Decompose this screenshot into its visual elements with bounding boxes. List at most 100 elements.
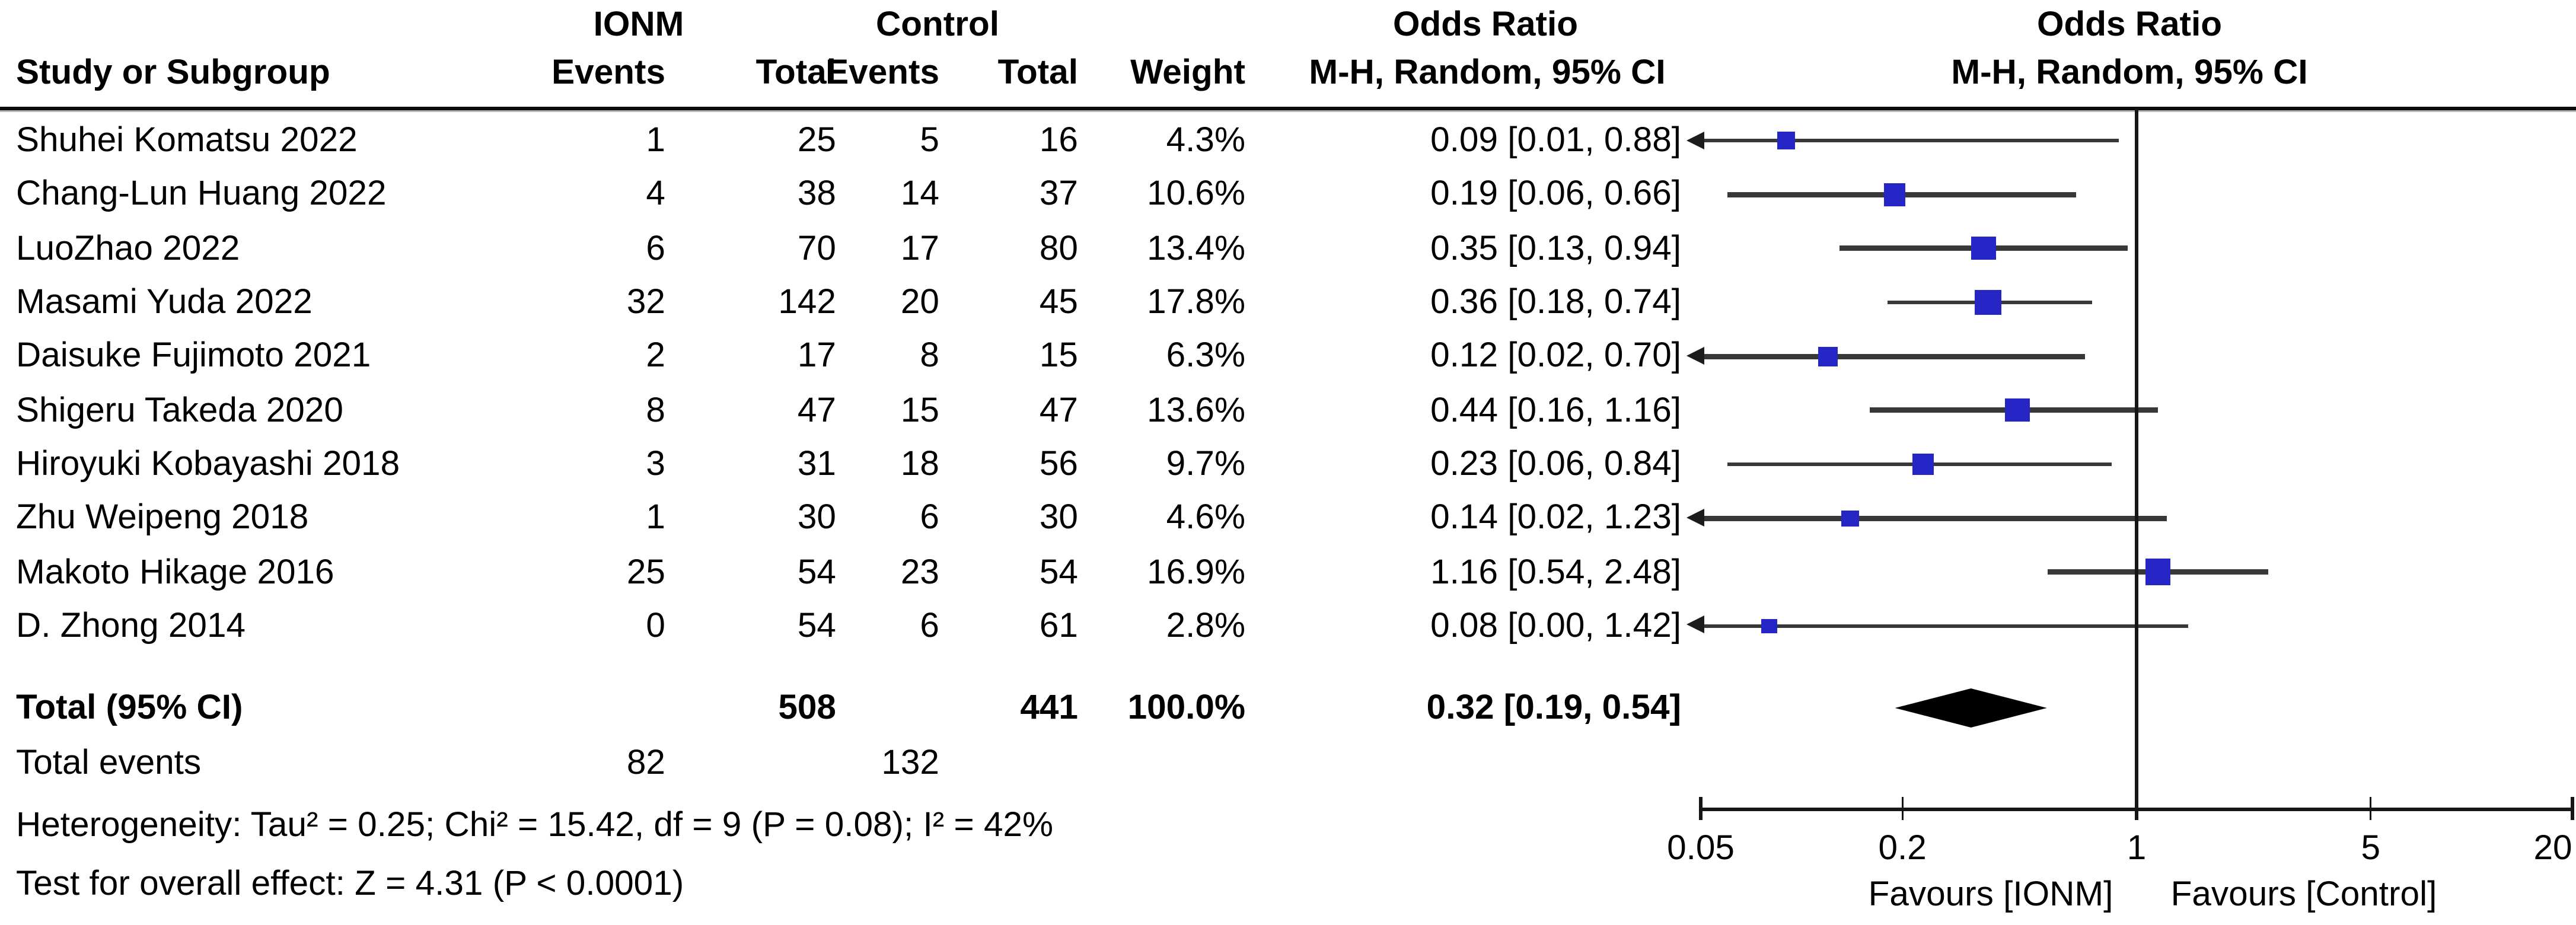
- ci-line: [1703, 624, 2188, 629]
- group-header-control: Control: [876, 5, 999, 44]
- or-square-marker: [2005, 398, 2029, 423]
- ionm-events-cell: 4: [646, 174, 665, 214]
- weight-cell: 9.7%: [1166, 444, 1245, 484]
- study-name: Makoto Hikage 2016: [16, 552, 334, 592]
- control-events-cell: 20: [900, 282, 939, 322]
- ionm-total-header: Total: [755, 53, 836, 92]
- control-events-cell: 15: [900, 390, 939, 430]
- ionm-total-cell: 142: [778, 282, 836, 322]
- axis-tick: [2571, 797, 2574, 820]
- axis-tick: [2369, 797, 2372, 820]
- or-square-marker: [1842, 509, 1859, 527]
- study-name: LuoZhao 2022: [16, 228, 240, 268]
- control-total-cell: 47: [1039, 390, 1078, 430]
- axis-tick: [2135, 797, 2138, 820]
- ci-left-arrow: [1686, 616, 1704, 634]
- ionm-events-cell: 1: [646, 498, 665, 538]
- study-name: Zhu Weipeng 2018: [16, 498, 309, 538]
- or-square-marker: [1912, 453, 1934, 476]
- null-effect-line: [2135, 109, 2138, 809]
- ionm-total-cell: 31: [797, 444, 836, 484]
- control-events-cell: 6: [920, 498, 939, 538]
- heterogeneity-text: Heterogeneity: Tau² = 0.25; Chi² = 15.42…: [16, 806, 1054, 845]
- odds-ratio-column-title: Odds Ratio: [1392, 5, 1579, 44]
- ionm-total-cell: 17: [797, 336, 836, 376]
- study-name: Hiroyuki Kobayashi 2018: [16, 444, 400, 484]
- control-total-cell: 37: [1039, 174, 1078, 214]
- header-divider-shadow: [0, 110, 2576, 112]
- ionm-events-cell: 8: [646, 390, 665, 430]
- control-events-cell: 18: [900, 444, 939, 484]
- control-events-cell: 5: [920, 121, 939, 160]
- study-name: Shuhei Komatsu 2022: [16, 121, 358, 160]
- axis-tick-label: 1: [2127, 829, 2147, 868]
- axis-tick-label: 0.2: [1878, 829, 1927, 868]
- ionm-total-cell: 54: [797, 552, 836, 592]
- ionm-total-cell: 30: [797, 498, 836, 538]
- axis-tick-label: 20: [2533, 829, 2572, 868]
- axis-tick: [1901, 797, 1904, 820]
- ionm-events-cell: 6: [646, 228, 665, 268]
- ionm-events-cell: 25: [626, 552, 665, 592]
- ionm-total-cell: 54: [797, 606, 836, 646]
- or-ci-cell: 0.44 [0.16, 1.16]: [1430, 390, 1681, 430]
- control-total-cell: 45: [1039, 282, 1078, 322]
- ionm-total-cell: 25: [797, 121, 836, 160]
- control-events-cell: 17: [900, 228, 939, 268]
- or-ci-cell: 0.14 [0.02, 1.23]: [1430, 498, 1681, 538]
- control-total-cell: 80: [1039, 228, 1078, 268]
- total-diamond: [1895, 688, 2047, 728]
- total-or-ci: 0.32 [0.19, 0.54]: [1426, 688, 1681, 728]
- or-square-marker: [1761, 618, 1777, 634]
- study-column-header: Study or Subgroup: [16, 53, 330, 92]
- ionm-events-cell: 3: [646, 444, 665, 484]
- study-name: Chang-Lun Huang 2022: [16, 174, 387, 214]
- weight-cell: 2.8%: [1166, 606, 1245, 646]
- ionm-total-cell: 70: [797, 228, 836, 268]
- control-total-cell: 54: [1039, 552, 1078, 592]
- or-ci-cell: 0.09 [0.01, 0.88]: [1430, 121, 1681, 160]
- or-square-marker: [1818, 347, 1838, 366]
- or-ci-cell: 0.08 [0.00, 1.42]: [1430, 606, 1681, 646]
- weight-cell: 10.6%: [1147, 174, 1245, 214]
- group-header-ionm: IONM: [593, 5, 684, 44]
- total-control-total: 441: [1020, 688, 1078, 728]
- or-ci-column-header: M-H, Random, 95% CI: [1309, 53, 1666, 92]
- total-events-ionm: 82: [626, 744, 665, 783]
- study-name: Daisuke Fujimoto 2021: [16, 336, 371, 376]
- weight-cell: 6.3%: [1166, 336, 1245, 376]
- header-divider: [0, 107, 2576, 110]
- control-events-cell: 23: [900, 552, 939, 592]
- total-row-label: Total (95% CI): [16, 688, 243, 728]
- ci-left-arrow: [1686, 346, 1704, 365]
- ci-line: [1703, 138, 2118, 143]
- ionm-events-cell: 2: [646, 336, 665, 376]
- control-events-cell: 8: [920, 336, 939, 376]
- axis-tick: [1699, 797, 1703, 820]
- total-events-control: 132: [881, 744, 939, 783]
- ci-left-arrow: [1686, 508, 1704, 527]
- ci-line: [1703, 516, 2167, 521]
- control-events-cell: 14: [900, 174, 939, 214]
- study-name: Masami Yuda 2022: [16, 282, 313, 322]
- weight-cell: 4.6%: [1166, 498, 1245, 538]
- or-square-marker: [1974, 289, 2001, 316]
- total-ionm-total: 508: [778, 688, 836, 728]
- weight-cell: 17.8%: [1147, 282, 1245, 322]
- control-events-cell: 6: [920, 606, 939, 646]
- axis-tick-label: 5: [2361, 829, 2381, 868]
- favours-left-label: Favours [IONM]: [1868, 875, 2113, 914]
- weight-cell: 16.9%: [1147, 552, 1245, 592]
- control-events-header: Events: [825, 53, 939, 92]
- study-name: Shigeru Takeda 2020: [16, 390, 343, 430]
- or-ci-cell: 0.23 [0.06, 0.84]: [1430, 444, 1681, 484]
- or-ci-cell: 0.35 [0.13, 0.94]: [1430, 228, 1681, 268]
- or-square-marker: [2145, 559, 2172, 585]
- weight-cell: 4.3%: [1166, 121, 1245, 160]
- study-name: D. Zhong 2014: [16, 606, 246, 646]
- total-weight: 100.0%: [1127, 688, 1245, 728]
- or-ci-cell: 0.36 [0.18, 0.74]: [1430, 282, 1681, 322]
- ionm-total-cell: 47: [797, 390, 836, 430]
- plot-title: Odds Ratio: [2036, 5, 2223, 44]
